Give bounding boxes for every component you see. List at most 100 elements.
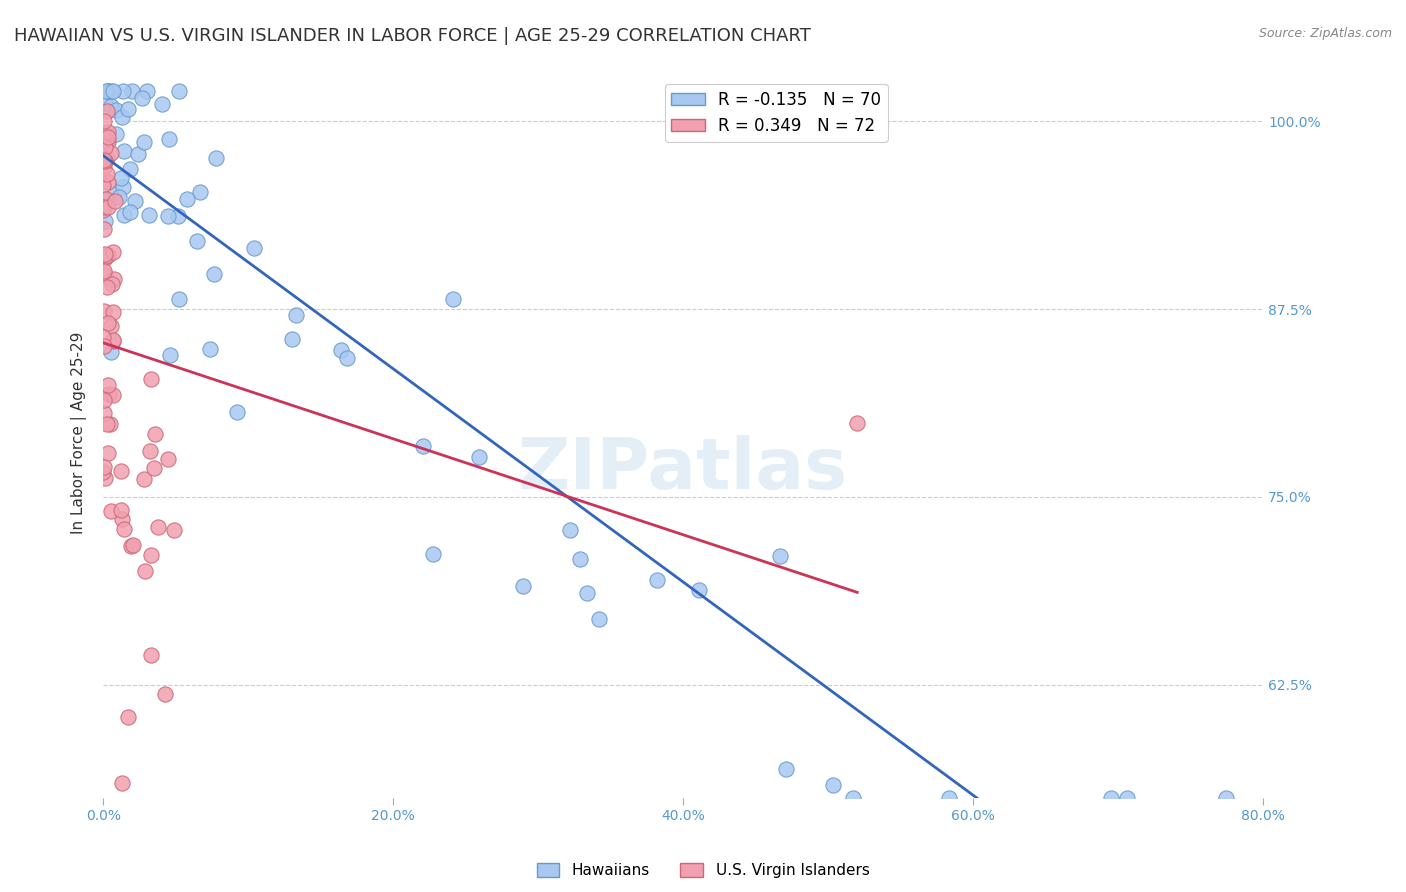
Hawaiians — [138, 208, 160, 222]
Hawaiians — [422, 547, 444, 561]
Hawaiians — [166, 210, 188, 224]
U.S. Virgin Islanders — [141, 548, 163, 562]
U.S. Virgin Islanders — [93, 251, 115, 265]
U.S. Virgin Islanders — [104, 194, 127, 208]
U.S. Virgin Islanders — [97, 125, 120, 139]
Hawaiians — [441, 293, 464, 307]
U.S. Virgin Islanders — [132, 472, 155, 486]
U.S. Virgin Islanders — [146, 519, 169, 533]
Hawaiians — [150, 96, 173, 111]
Hawaiians — [118, 161, 141, 176]
Hawaiians — [100, 84, 122, 98]
U.S. Virgin Islanders — [100, 319, 122, 334]
Hawaiians — [96, 84, 118, 98]
U.S. Virgin Islanders — [93, 339, 115, 353]
Hawaiians — [105, 127, 128, 141]
Hawaiians — [101, 84, 124, 98]
U.S. Virgin Islanders — [117, 710, 139, 724]
Hawaiians — [169, 84, 191, 98]
U.S. Virgin Islanders — [100, 504, 122, 518]
U.S. Virgin Islanders — [110, 503, 132, 517]
Legend: R = -0.135   N = 70, R = 0.349   N = 72: R = -0.135 N = 70, R = 0.349 N = 72 — [665, 84, 887, 142]
U.S. Virgin Islanders — [153, 687, 176, 701]
Text: ZIPatlas: ZIPatlas — [519, 435, 848, 504]
U.S. Virgin Islanders — [94, 129, 117, 144]
U.S. Virgin Islanders — [120, 539, 142, 553]
U.S. Virgin Islanders — [93, 178, 115, 193]
U.S. Virgin Islanders — [101, 334, 124, 348]
U.S. Virgin Islanders — [112, 522, 135, 536]
Hawaiians — [202, 267, 225, 281]
Hawaiians — [93, 214, 115, 228]
Hawaiians — [336, 351, 359, 365]
U.S. Virgin Islanders — [110, 464, 132, 478]
Hawaiians — [588, 612, 610, 626]
U.S. Virgin Islanders — [846, 416, 869, 430]
Hawaiians — [108, 190, 131, 204]
Hawaiians — [121, 84, 143, 98]
Hawaiians — [412, 439, 434, 453]
Hawaiians — [100, 345, 122, 359]
Hawaiians — [111, 110, 134, 124]
U.S. Virgin Islanders — [93, 160, 115, 174]
Hawaiians — [169, 292, 191, 306]
Hawaiians — [186, 234, 208, 248]
U.S. Virgin Islanders — [103, 305, 125, 319]
U.S. Virgin Islanders — [138, 443, 160, 458]
Hawaiians — [96, 151, 118, 165]
Hawaiians — [645, 573, 668, 587]
Text: Source: ZipAtlas.com: Source: ZipAtlas.com — [1258, 27, 1392, 40]
U.S. Virgin Islanders — [97, 316, 120, 330]
Hawaiians — [96, 194, 118, 209]
Hawaiians — [558, 524, 581, 538]
U.S. Virgin Islanders — [96, 279, 118, 293]
Hawaiians — [117, 102, 139, 116]
Hawaiians — [120, 204, 142, 219]
U.S. Virgin Islanders — [97, 248, 120, 262]
U.S. Virgin Islanders — [93, 127, 115, 141]
Hawaiians — [159, 348, 181, 362]
U.S. Virgin Islanders — [93, 303, 115, 318]
U.S. Virgin Islanders — [139, 648, 162, 662]
U.S. Virgin Islanders — [97, 387, 120, 401]
Hawaiians — [198, 343, 221, 357]
Hawaiians — [226, 405, 249, 419]
U.S. Virgin Islanders — [163, 523, 186, 537]
U.S. Virgin Islanders — [93, 392, 115, 407]
U.S. Virgin Islanders — [142, 460, 165, 475]
U.S. Virgin Islanders — [93, 200, 115, 214]
Hawaiians — [156, 209, 179, 223]
Hawaiians — [100, 99, 122, 113]
U.S. Virgin Islanders — [93, 202, 115, 217]
Hawaiians — [110, 170, 132, 185]
Hawaiians — [132, 135, 155, 149]
Hawaiians — [1116, 790, 1139, 805]
U.S. Virgin Islanders — [93, 264, 115, 278]
U.S. Virgin Islanders — [93, 465, 115, 479]
Y-axis label: In Labor Force | Age 25-29: In Labor Force | Age 25-29 — [72, 332, 87, 534]
U.S. Virgin Islanders — [96, 167, 118, 181]
U.S. Virgin Islanders — [96, 417, 118, 431]
Hawaiians — [330, 343, 353, 358]
U.S. Virgin Islanders — [101, 334, 124, 348]
Legend: Hawaiians, U.S. Virgin Islanders: Hawaiians, U.S. Virgin Islanders — [530, 857, 876, 884]
U.S. Virgin Islanders — [139, 372, 162, 386]
U.S. Virgin Islanders — [143, 427, 166, 442]
Hawaiians — [93, 95, 115, 110]
U.S. Virgin Islanders — [157, 452, 180, 467]
U.S. Virgin Islanders — [97, 445, 120, 459]
Hawaiians — [512, 579, 534, 593]
U.S. Virgin Islanders — [101, 245, 124, 260]
U.S. Virgin Islanders — [93, 114, 115, 128]
Hawaiians — [280, 332, 302, 346]
U.S. Virgin Islanders — [97, 130, 120, 145]
Hawaiians — [569, 552, 592, 566]
Hawaiians — [97, 84, 120, 98]
Hawaiians — [284, 308, 307, 322]
Hawaiians — [104, 103, 127, 118]
Hawaiians — [112, 84, 135, 98]
Hawaiians — [775, 762, 797, 776]
Hawaiians — [112, 144, 135, 158]
U.S. Virgin Islanders — [101, 388, 124, 402]
Hawaiians — [204, 151, 226, 165]
